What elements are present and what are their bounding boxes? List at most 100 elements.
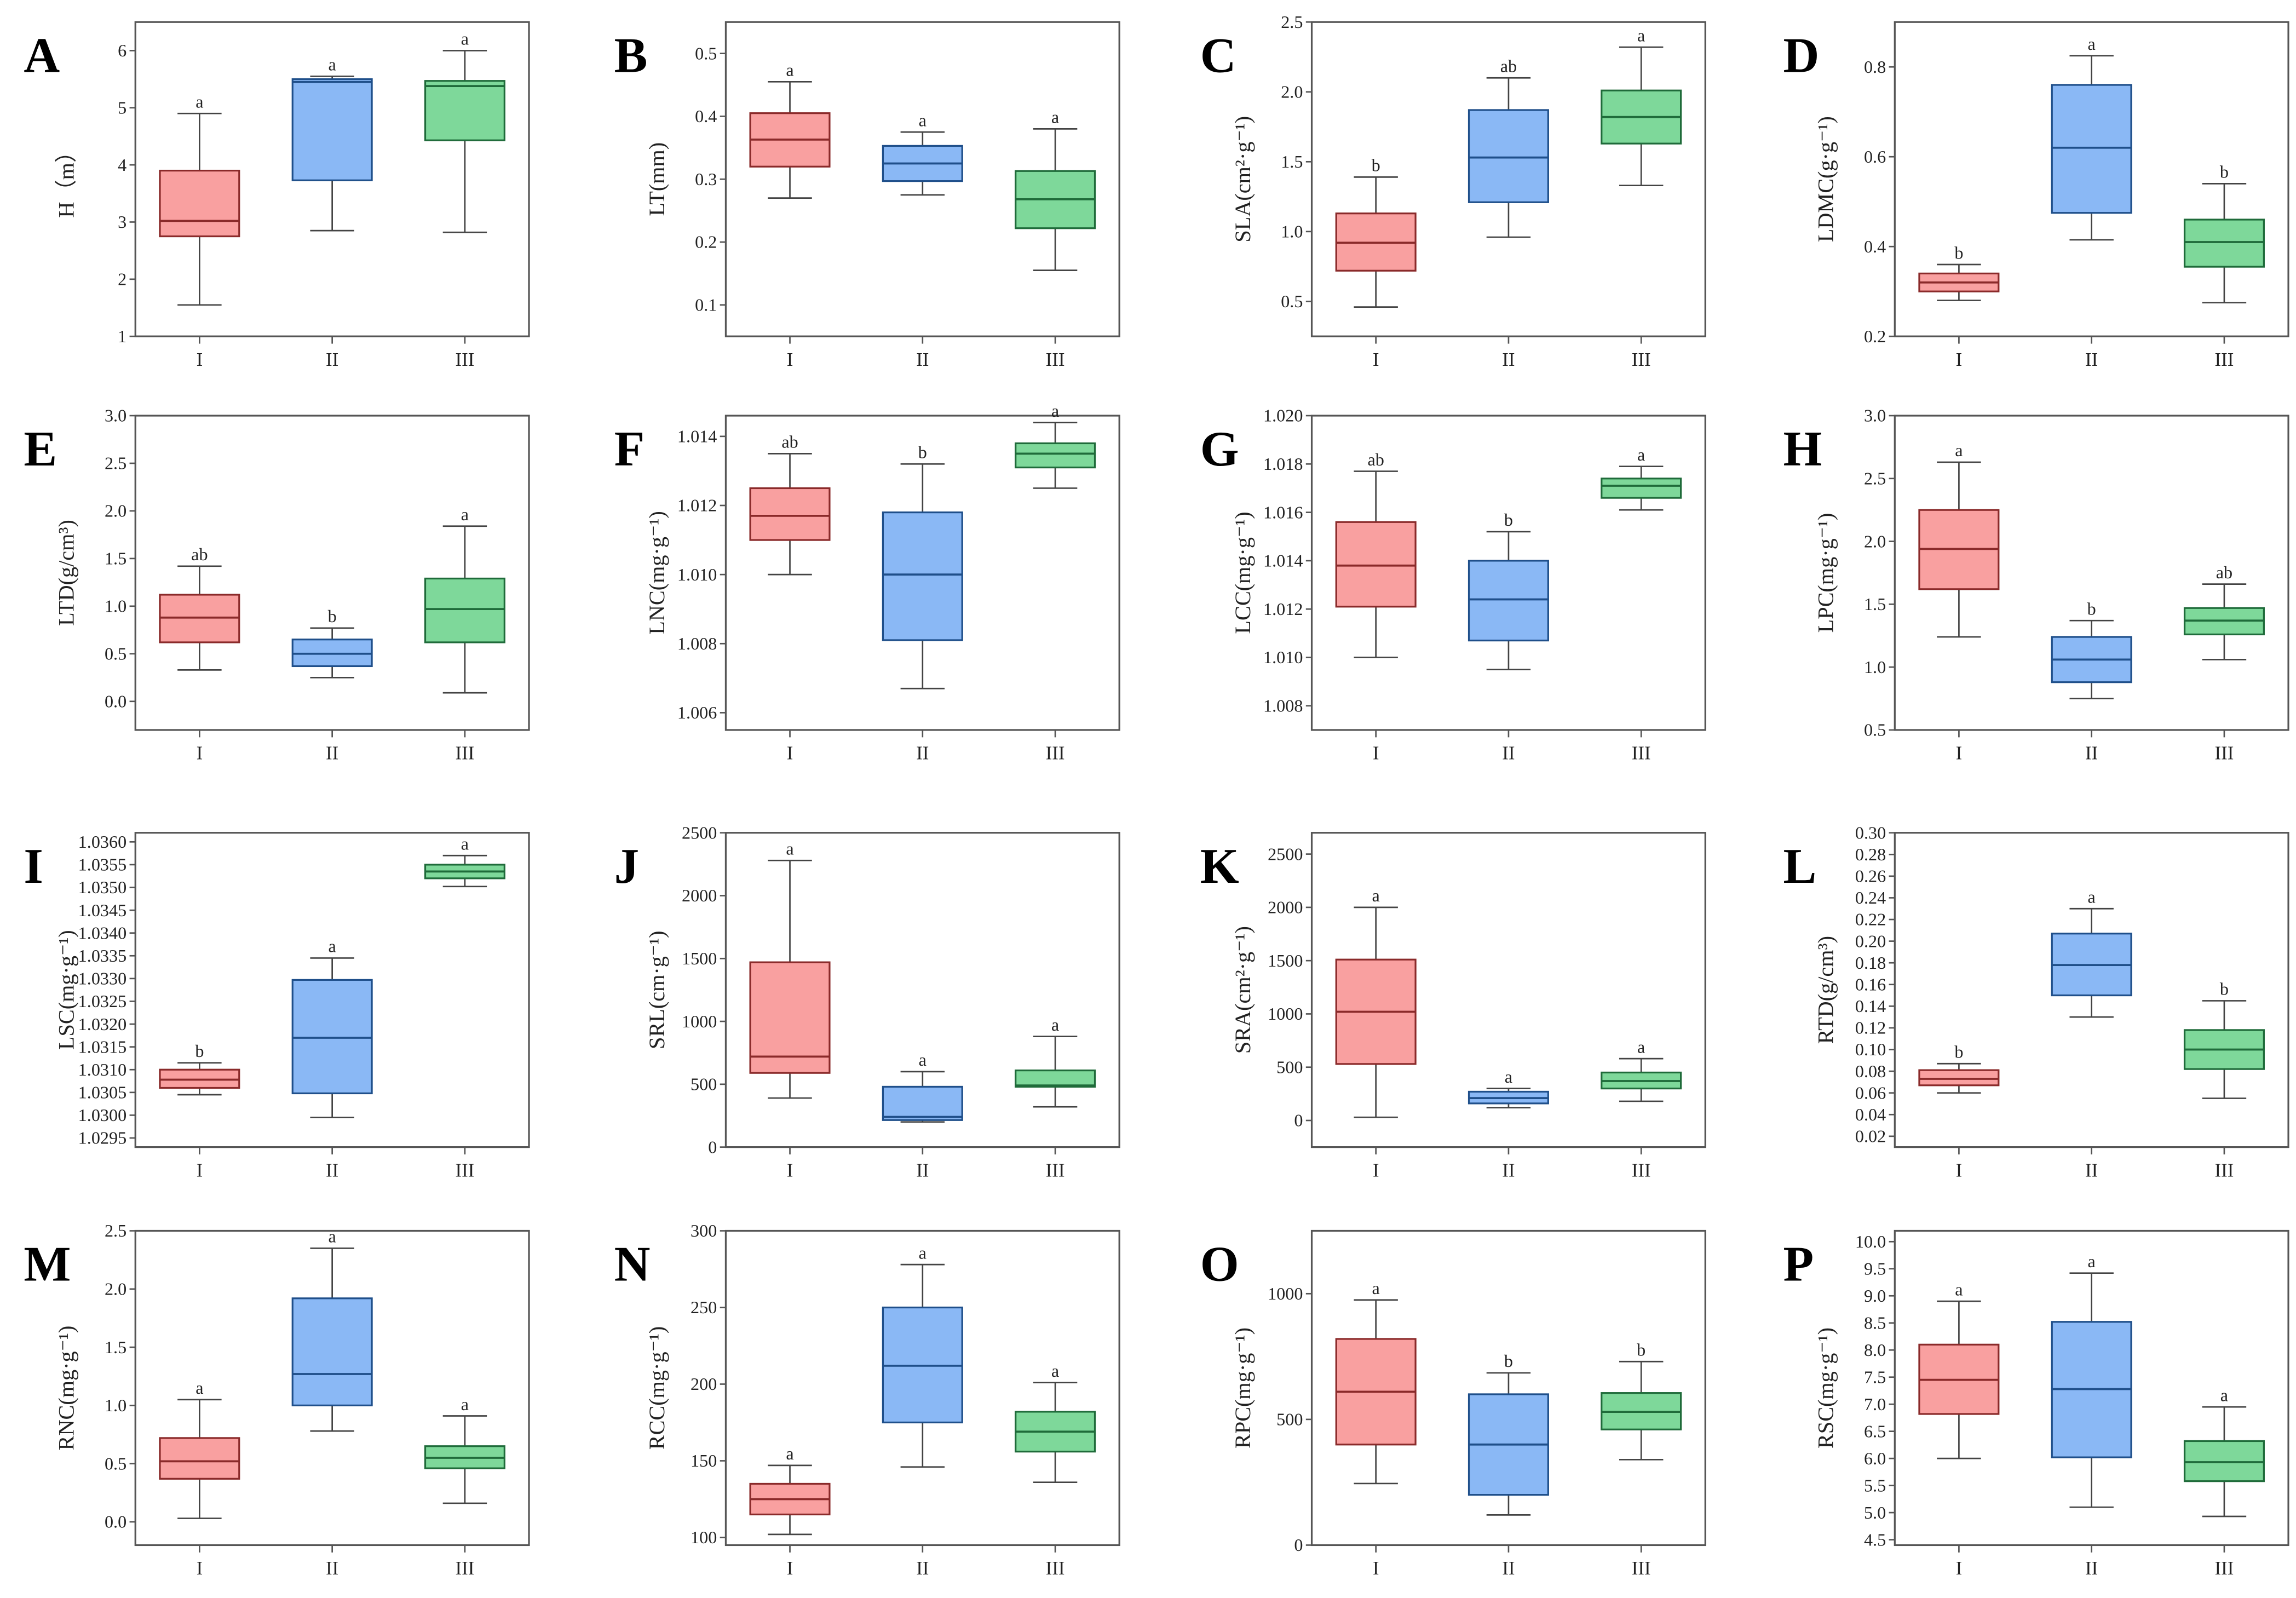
box-I [749,961,831,1074]
box-II [2051,84,2132,214]
x-tick-label: III [2215,743,2234,764]
significance-letter: b [1954,1042,1963,1062]
y-tick-label: 0.20 [1855,931,1886,951]
y-axis-label: LT(mm) [645,142,669,216]
panel-letter: J [614,838,640,894]
significance-letter: a [461,1394,469,1414]
y-tick-label: 1500 [1268,951,1303,970]
box-I [749,487,831,541]
x-tick-label: III [2215,1159,2234,1181]
significance-letter: a [1051,107,1059,127]
y-tick-label: 1.5 [1864,594,1886,614]
y-tick-label: 2.5 [1281,12,1303,32]
y-tick-label: 0.3 [695,169,717,189]
x-tick-label: II [2085,1159,2098,1181]
x-tick-label: III [456,743,475,764]
box-II [882,1085,963,1121]
box-II [882,511,963,641]
y-axis-label: LNC(mg·g⁻¹) [645,511,669,634]
y-tick-label: 0 [708,1137,717,1157]
y-tick-label: 7.0 [1864,1394,1886,1414]
x-tick-label: I [1373,1557,1379,1579]
significance-letter: ab [1500,56,1517,76]
x-tick-label: III [1632,1159,1651,1181]
x-tick-label: II [916,1557,929,1579]
box-I [159,1437,240,1480]
panel-I: I LSC(mg·g⁻¹) 1.0295 1.0300 1.0305 1.0310 1.03… [24,832,530,1181]
y-tick-label: 1000 [682,1011,717,1031]
y-axis-label: RSC(mg·g⁻¹) [1814,1327,1838,1448]
panel-letter: O [1200,1237,1239,1292]
box-I [1335,521,1417,608]
y-tick-label: 0.12 [1855,1018,1886,1038]
y-tick-label: 150 [690,1451,717,1470]
y-axis-label: LTD(g/cm³) [54,520,79,626]
x-tick-label: II [326,1557,338,1579]
box-III [1015,1069,1096,1088]
significance-letter: a [329,936,336,956]
panel-letter: L [1783,838,1816,894]
x-tick-label: I [787,1557,793,1579]
significance-letter: a [919,1243,927,1262]
panel-D: D LDMC(g·g⁻¹) 0.2 0.4 0.6 0.8 Ib II a III b [1783,21,2289,370]
box-III [424,577,505,643]
y-tick-label: 5 [118,97,126,117]
significance-letter: a [329,1227,336,1246]
y-tick-label: 500 [1276,1410,1303,1429]
x-tick-label: I [1956,1557,1963,1579]
significance-letter: a [1637,1037,1645,1056]
y-tick-label: 1.0355 [78,855,126,875]
y-tick-label: 1000 [1268,1284,1303,1303]
significance-letter: b [1504,1351,1513,1371]
significance-letter: a [2088,1251,2096,1271]
y-axis-label: LCC(mg·g⁻¹) [1230,511,1255,634]
y-tick-label: 1.012 [677,496,717,515]
x-tick-label: II [1502,1557,1515,1579]
significance-letter: a [1051,1361,1059,1381]
significance-letter: a [1051,401,1059,421]
y-tick-label: 1.0305 [78,1083,126,1102]
y-tick-label: 1.014 [1263,551,1303,571]
y-tick-label: 0.18 [1855,953,1886,973]
y-tick-label: 1.0315 [78,1037,126,1056]
y-axis-label: RPC(mg·g⁻¹) [1230,1327,1255,1448]
y-tick-label: 0.8 [1864,57,1886,77]
x-tick-label: I [1373,1159,1379,1181]
significance-letter: b [2220,162,2229,182]
panel-letter: K [1200,838,1239,894]
panel-O: O RPC(mg·g⁻¹) 0 500 1000 Ia II b III b [1200,1229,1706,1579]
y-axis-label: SRL(cm·g⁻¹) [645,930,669,1049]
y-tick-label: 0.0 [105,1512,126,1532]
y-tick-label: 0.5 [105,1453,126,1473]
x-tick-label: I [787,743,793,764]
significance-letter: a [786,1444,793,1463]
significance-letter: a [329,55,336,74]
panel-A: A H（m） 1 2 3 4 5 6 Ia II a III a [24,21,530,370]
y-tick-label: 250 [690,1297,717,1317]
y-tick-label: 0.5 [1864,720,1886,740]
y-tick-label: 1.014 [677,427,717,446]
y-tick-label: 5.5 [1864,1475,1886,1495]
y-tick-label: 1.0295 [78,1128,126,1148]
significance-letter: a [1955,1279,1963,1299]
x-tick-label: II [2085,743,2098,764]
y-tick-label: 0.5 [1281,291,1303,311]
y-tick-label: 4.5 [1864,1530,1886,1549]
y-tick-label: 1.0310 [78,1060,126,1079]
y-tick-label: 1.0360 [78,832,126,852]
significance-letter: a [461,29,469,49]
y-tick-label: 0.5 [105,644,126,664]
y-tick-label: 2.0 [105,1279,126,1299]
y-tick-label: 1.0320 [78,1014,126,1034]
y-tick-label: 3 [118,212,126,232]
x-tick-label: II [916,743,929,764]
y-axis-label: RNC(mg·g⁻¹) [54,1326,79,1451]
panel-E: E LTD(g/cm³) 0.0 0.5 1.0 1.5 2.0 2.5 3.0 Iab II b II… [24,406,530,764]
y-tick-label: 0.06 [1855,1083,1886,1102]
x-tick-label: III [1046,349,1065,370]
x-tick-label: I [1373,743,1379,764]
significance-letter: a [1372,886,1380,905]
significance-letter: a [2220,1385,2228,1405]
y-tick-label: 2.0 [1864,531,1886,551]
significance-letter: ab [191,544,208,564]
